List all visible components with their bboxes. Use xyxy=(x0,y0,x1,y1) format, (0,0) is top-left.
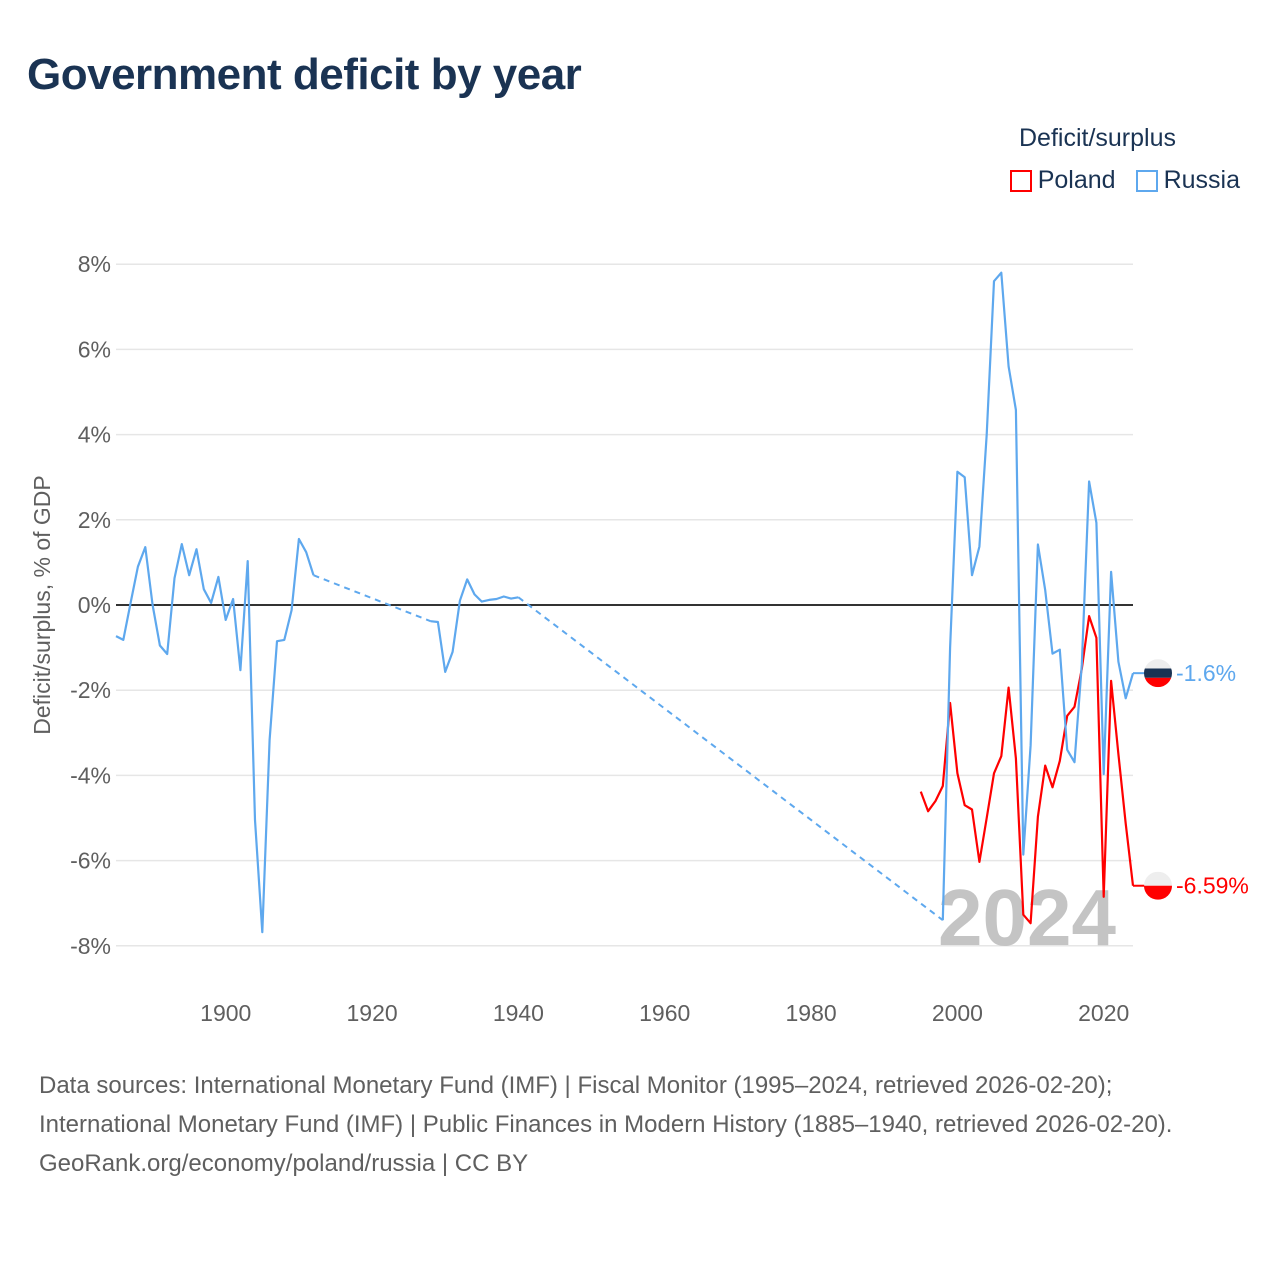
x-tick-label: 1900 xyxy=(200,1000,251,1026)
y-tick-label: -6% xyxy=(70,848,111,874)
legend-label-poland: Poland xyxy=(1037,166,1116,194)
y-tick-label: -2% xyxy=(70,677,111,703)
x-tick-label: 2000 xyxy=(932,1000,983,1026)
legend: Poland Russia xyxy=(1009,166,1240,195)
y-tick-label: 4% xyxy=(78,422,111,448)
legend-title: Deficit/surplus xyxy=(1019,124,1176,152)
series-line-poland[interactable] xyxy=(919,615,1135,925)
x-tick-label: 1960 xyxy=(639,1000,690,1026)
y-tick-label: 0% xyxy=(78,592,111,618)
data-sources: Data sources: International Monetary Fun… xyxy=(39,1072,1173,1138)
x-tick-label: 2020 xyxy=(1078,1000,1129,1026)
y-tick-label: -8% xyxy=(70,933,111,959)
x-tick-label: 1980 xyxy=(785,1000,836,1026)
y-tick-label: 2% xyxy=(78,507,111,533)
footer: Data sources: International Monetary Fun… xyxy=(39,1066,1239,1183)
legend-swatch-poland xyxy=(1009,169,1032,192)
y-tick-label: 6% xyxy=(78,336,111,362)
chart-title: Government deficit by year xyxy=(27,50,582,99)
flag-poland-icon xyxy=(1144,871,1172,900)
legend-item-russia[interactable]: Russia xyxy=(1135,166,1240,195)
year-watermark: 2024 xyxy=(938,873,1116,962)
y-axis-label: Deficit/surplus, % of GDP xyxy=(29,475,55,734)
end-label-poland: -6.59% xyxy=(1176,873,1249,899)
y-tick-label: 8% xyxy=(78,251,111,277)
flag-russia-icon xyxy=(1144,659,1172,688)
credit-link[interactable]: GeoRank.org/economy/poland/russia | CC B… xyxy=(39,1150,529,1177)
x-tick-label: 1940 xyxy=(493,1000,544,1026)
legend-swatch-russia xyxy=(1135,169,1158,192)
x-tick-label: 1920 xyxy=(346,1000,397,1026)
series-gap-line-russia xyxy=(313,574,944,921)
y-tick-label: -4% xyxy=(70,762,111,788)
end-label-russia: -1.6% xyxy=(1176,660,1236,686)
legend-label-russia: Russia xyxy=(1163,166,1240,194)
line-chart: -8% -6% -4% -2% 0% 2% 4% 6% 8% 1900 1920 1940 1960 1… xyxy=(29,251,1249,1026)
series-line-russia[interactable] xyxy=(115,271,1135,934)
legend-item-poland[interactable]: Poland xyxy=(1009,166,1116,195)
